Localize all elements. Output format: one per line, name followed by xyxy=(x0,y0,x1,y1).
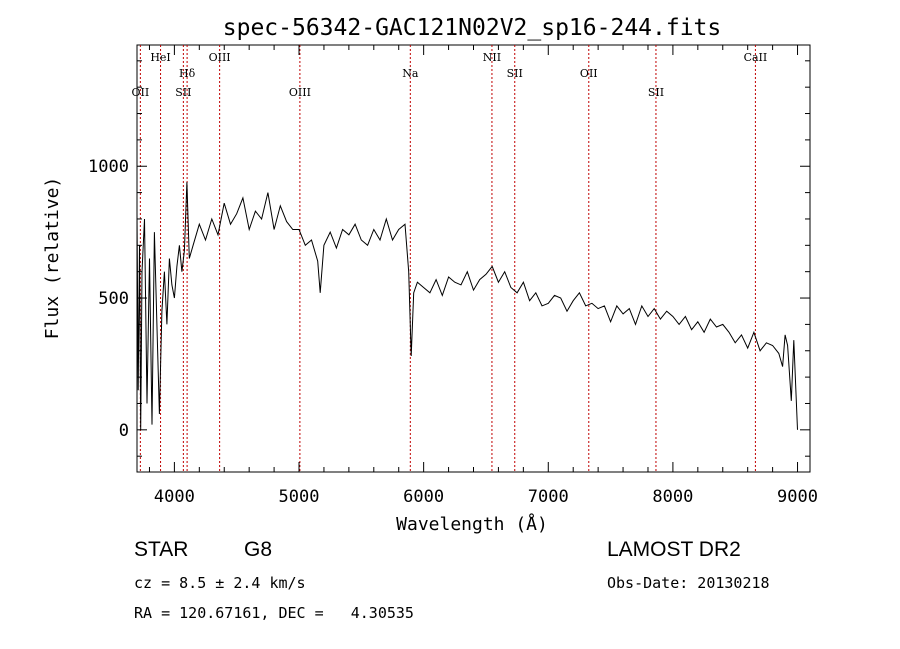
x-tick-label-5: 9000 xyxy=(777,487,818,507)
plot-frame xyxy=(136,44,811,473)
x-tick-label-3: 7000 xyxy=(528,487,569,507)
line-label-8: SII xyxy=(507,67,523,80)
redshift-cz: cz = 8.5 ± 2.4 km/s xyxy=(134,574,306,592)
y-tick-label-1: 500 xyxy=(98,289,129,309)
spectrum-line-0 xyxy=(136,182,798,430)
line-label-3: SII xyxy=(175,86,191,99)
line-label-10: SII xyxy=(648,86,664,99)
object-class: STAR xyxy=(134,538,189,561)
chart-title: spec-56342-GAC121N02V2_sp16-244.fits xyxy=(223,15,722,41)
line-label-1: HeI xyxy=(150,51,170,64)
x-tick-label-4: 8000 xyxy=(652,487,693,507)
subclass: G8 xyxy=(244,538,273,561)
y-tick-label-0: 0 xyxy=(119,421,129,441)
observation-date: Obs-Date: 20130218 xyxy=(607,574,770,592)
line-label-4: OIII xyxy=(209,51,231,64)
coordinates: RA = 120.67161, DEC = 4.30535 xyxy=(134,604,414,622)
y-tick-label-2: 1000 xyxy=(88,157,129,177)
y-axis: 0 500 1000 xyxy=(88,60,810,457)
y-axis-label: Flux (relative) xyxy=(42,177,63,340)
line-label-11: CaII xyxy=(744,51,768,64)
line-label-9: OII xyxy=(580,67,598,80)
x-tick-label-1: 5000 xyxy=(279,487,320,507)
emission-lines: OII HeI Hδ SII OIII OIII Na NII SII OII SII CaII xyxy=(132,45,768,472)
line-label-6: Na xyxy=(402,67,419,80)
survey-name: LAMOST DR2 xyxy=(607,538,741,561)
x-axis: 4000 5000 6000 7000 8000 9000 xyxy=(148,45,818,507)
line-label-0: OII xyxy=(132,86,150,99)
spectrum-series xyxy=(136,182,798,430)
line-label-2: Hδ xyxy=(179,67,196,80)
x-tick-label-0: 4000 xyxy=(154,487,195,507)
x-tick-label-2: 6000 xyxy=(403,487,444,507)
line-label-7: NII xyxy=(483,51,501,64)
x-axis-label: Wavelength (Å) xyxy=(396,513,548,535)
line-label-5: OIII xyxy=(289,86,311,99)
